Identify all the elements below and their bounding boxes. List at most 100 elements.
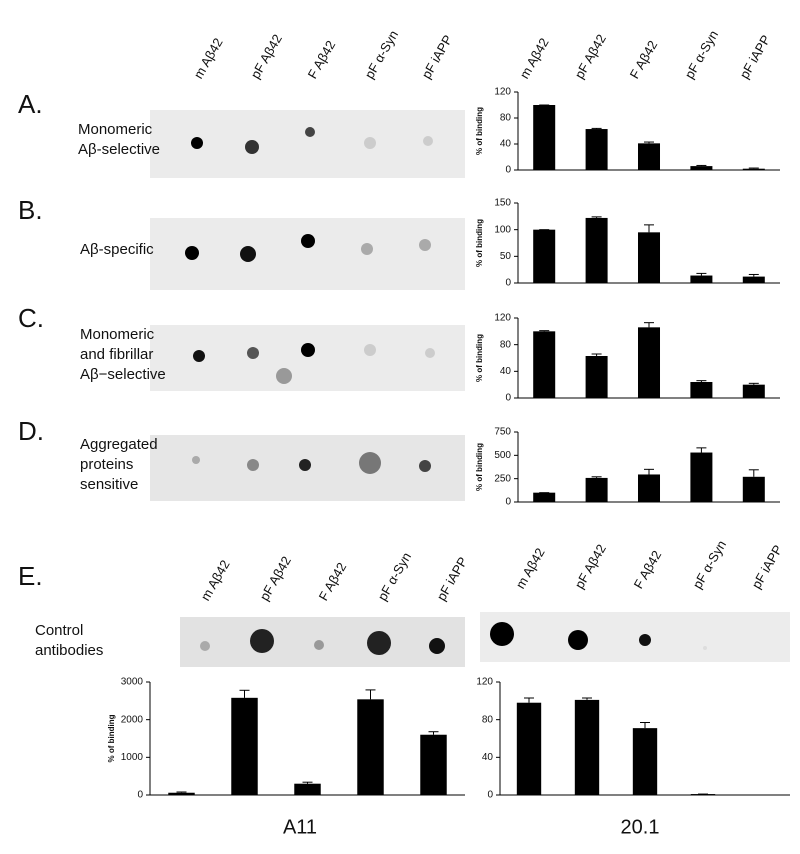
y-tick-label: 120 [494, 87, 511, 98]
bar [690, 382, 713, 398]
bar [690, 452, 713, 502]
bar [585, 477, 608, 502]
blot-dot [419, 460, 431, 472]
panel-description: Aβ−selective [80, 366, 166, 383]
error-bar [748, 382, 759, 385]
bar [533, 105, 556, 170]
bar [637, 327, 661, 398]
error-bar [302, 781, 313, 784]
blot-dot [314, 640, 324, 650]
blot-dot [703, 646, 707, 650]
column-label: m Aβ42 [517, 35, 552, 81]
y-axis-label: % of binding [475, 219, 484, 267]
bar [585, 217, 608, 283]
error-bar [696, 272, 707, 276]
column-label: pF Aβ42 [572, 32, 609, 82]
blot-dot [240, 246, 256, 262]
blot-dot [639, 634, 651, 646]
bar [742, 168, 765, 170]
error-bar [365, 689, 376, 700]
y-tick-label: 2000 [121, 714, 144, 725]
chart-caption: A11 [283, 816, 317, 838]
y-tick-label: 0 [505, 165, 511, 176]
panel-label: A. [18, 89, 43, 119]
bar [632, 728, 658, 795]
panel-description: and fibrillar [80, 346, 153, 363]
bar-chart: 0 40 80 120 [494, 313, 780, 404]
column-label: pF α-Syn [690, 538, 730, 591]
bar [742, 276, 765, 283]
chart-caption: 20.1 [621, 816, 660, 838]
bar-chart: 0 1000 2000 3000 [121, 677, 465, 801]
column-label: F Aβ42 [631, 548, 665, 591]
bar [574, 699, 600, 795]
blot-dot [192, 456, 200, 464]
panel-label: B. [18, 195, 43, 225]
error-bar [696, 447, 707, 453]
error-bar [748, 167, 759, 169]
blot-dot [247, 459, 259, 471]
y-tick-label: 40 [500, 366, 512, 377]
error-bar [644, 224, 654, 233]
blot-strip [480, 612, 790, 662]
y-tick-label: 120 [476, 677, 493, 688]
blot-dot [301, 234, 315, 248]
blot-dot [193, 350, 205, 362]
y-tick-label: 150 [494, 198, 511, 209]
y-tick-label: 80 [500, 339, 512, 350]
blot-dot [305, 127, 315, 137]
error-bar [591, 353, 602, 356]
error-bar [524, 697, 534, 703]
bar [690, 275, 713, 283]
blot-dot [425, 348, 435, 358]
panel-description: Monomeric [80, 326, 155, 343]
panel-description: Monomeric [78, 121, 153, 138]
y-tick-label: 750 [494, 427, 511, 438]
column-label: pF iAPP [749, 542, 786, 591]
bar [420, 734, 447, 795]
blot-dot [419, 239, 431, 251]
blot-dot [423, 136, 433, 146]
y-tick-label: 0 [505, 497, 511, 508]
column-label: pF Aβ42 [257, 554, 294, 604]
error-bar [696, 380, 707, 382]
column-label: pF iAPP [434, 554, 471, 603]
y-tick-label: 0 [505, 278, 511, 289]
panel-label: E. [18, 561, 43, 591]
bar [533, 492, 556, 502]
bar [690, 166, 713, 170]
panel-label: C. [18, 303, 44, 333]
panel-label: D. [18, 416, 44, 446]
column-label: pF iAPP [419, 32, 456, 81]
y-axis-label: % of binding [475, 443, 484, 491]
column-label: F Aβ42 [305, 38, 339, 81]
bar [168, 792, 195, 795]
y-tick-label: 40 [482, 752, 494, 763]
error-bar [644, 141, 654, 144]
bar [637, 143, 661, 170]
error-bar [644, 322, 654, 328]
blot-dot [364, 137, 376, 149]
bar [742, 476, 765, 502]
blot-dot [191, 137, 203, 149]
panel-description: proteins [80, 456, 133, 473]
blot-dot [245, 140, 259, 154]
error-bar [640, 721, 650, 729]
y-tick-label: 80 [482, 714, 494, 725]
bar [637, 474, 661, 502]
panel-description: Aggregated [80, 436, 158, 453]
blot-dot [301, 343, 315, 357]
error-bar [176, 791, 187, 793]
column-label: pF Aβ42 [572, 542, 609, 592]
column-label: pF α-Syn [362, 28, 402, 81]
bar [516, 702, 542, 795]
panel-description: Control [35, 622, 83, 639]
blot-dot [490, 622, 514, 646]
y-tick-label: 80 [500, 113, 512, 124]
blot-dot [299, 459, 311, 471]
bar [585, 129, 608, 170]
error-bar [591, 476, 602, 478]
y-tick-label: 120 [494, 313, 511, 324]
column-label: m Aβ42 [198, 557, 233, 603]
